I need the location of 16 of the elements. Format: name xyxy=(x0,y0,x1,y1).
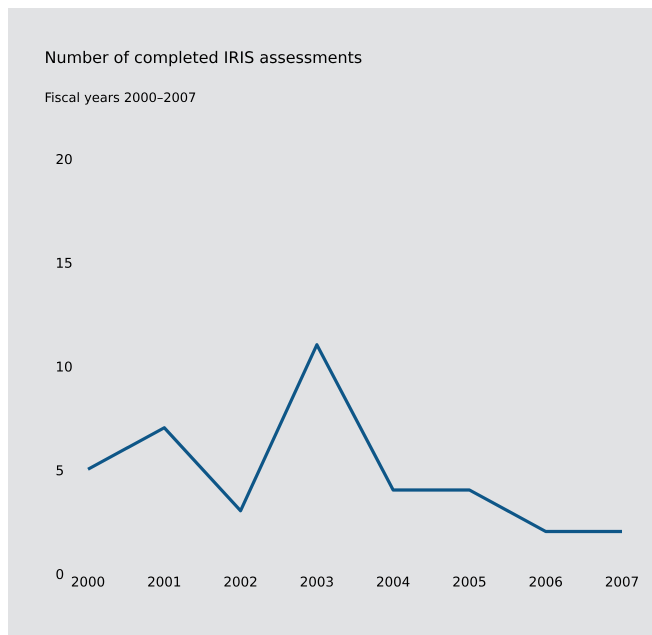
y-tick-label: 15 xyxy=(57,258,72,268)
x-tick-label: 2005 xyxy=(453,576,486,587)
y-tick-label: 20 xyxy=(56,154,72,164)
chart-title: Number of completed IRIS assessments xyxy=(46,50,362,66)
x-tick-label: 2003 xyxy=(300,576,333,587)
x-tick-label: 2000 xyxy=(72,576,104,587)
y-tick-label: 0 xyxy=(56,569,64,580)
x-tick-label: 2001 xyxy=(148,576,180,587)
y-tick-label: 10 xyxy=(57,362,72,372)
y-tick-label: 5 xyxy=(56,465,63,476)
chart-subtitle: Fiscal years 2000–2007 xyxy=(46,92,196,105)
x-tick-label: 2006 xyxy=(530,576,562,587)
x-tick-label: 2007 xyxy=(606,576,638,587)
x-tick-label: 2004 xyxy=(377,576,410,587)
x-tick-label: 2002 xyxy=(224,576,256,587)
line-series xyxy=(86,343,624,534)
